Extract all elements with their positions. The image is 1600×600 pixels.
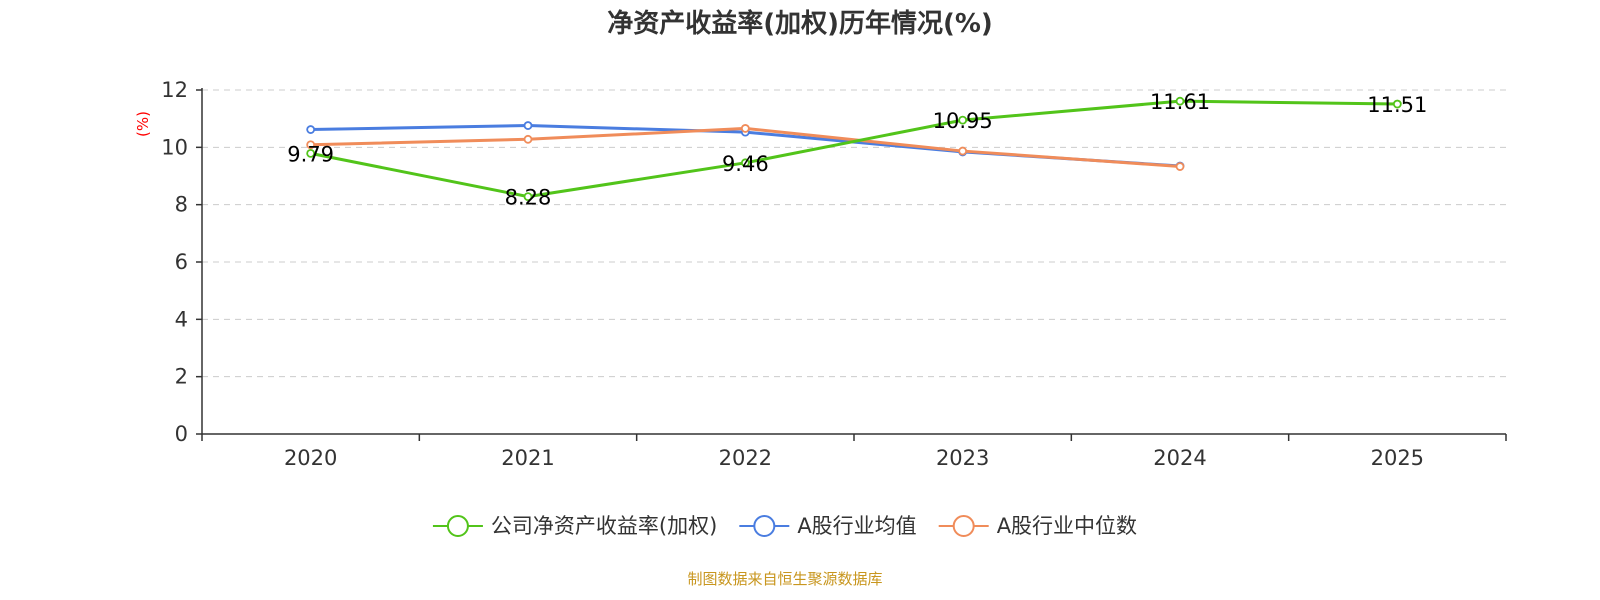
data-point[interactable]	[523, 192, 533, 202]
data-label: 8.28	[505, 186, 552, 210]
data-point[interactable]	[1175, 162, 1185, 171]
data-point[interactable]	[306, 125, 316, 134]
data-point[interactable]	[306, 148, 316, 158]
legend[interactable]: 公司净资产收益率(加权) A股行业均值 A股行业中位数	[432, 514, 1137, 538]
data-point[interactable]	[740, 124, 750, 133]
series-lines	[306, 96, 1402, 202]
series-0	[306, 96, 1402, 202]
chart-title: 净资产收益率(加权)历年情况(%)	[607, 8, 993, 39]
y-tick-label: 0	[175, 422, 188, 446]
legend-item-0[interactable]: 公司净资产收益率(加权)	[432, 514, 717, 538]
data-point[interactable]	[958, 146, 968, 156]
data-point[interactable]	[1392, 99, 1402, 109]
data-point[interactable]	[740, 158, 750, 168]
series-2	[306, 124, 1185, 171]
y-tick-label: 12	[161, 78, 188, 102]
y-tick-label: 8	[175, 193, 188, 217]
legend-item-1[interactable]: A股行业均值	[739, 514, 917, 538]
data-label: 10.95	[933, 109, 993, 133]
source-note: 制图数据来自恒生聚源数据库	[687, 570, 882, 588]
legend-circle-icon	[446, 515, 469, 537]
legend-label: A股行业均值	[797, 514, 916, 538]
x-tick-label: 2020	[284, 446, 337, 470]
data-label: 11.61	[1150, 90, 1210, 114]
legend-label: 公司净资产收益率(加权)	[491, 514, 717, 538]
data-point[interactable]	[523, 134, 533, 144]
data-point[interactable]	[523, 121, 533, 130]
x-tick-label: 2025	[1371, 446, 1424, 470]
x-tick-label: 2022	[719, 446, 772, 470]
x-tick-label: 2024	[1153, 446, 1206, 470]
data-labels: 9.79 8.28 9.46 10.95 11.61 11.51	[287, 90, 1427, 209]
data-point[interactable]	[958, 115, 968, 125]
y-tick-label: 2	[175, 365, 188, 389]
y-tick-label: 6	[175, 250, 188, 274]
data-label: 11.51	[1367, 93, 1427, 117]
data-point[interactable]	[1175, 96, 1185, 106]
legend-item-2[interactable]: A股行业中位数	[938, 514, 1137, 538]
legend-circle-icon	[753, 515, 776, 537]
x-tick-label: 2023	[936, 446, 989, 470]
gridlines	[202, 89, 1506, 378]
data-point[interactable]	[306, 140, 316, 150]
data-label: 9.79	[287, 142, 334, 166]
axes: 0 2 4 6 8 10 12 2020 2021 2022 2023 2024 2025	[161, 78, 1507, 470]
legend-label: A股行业中位数	[997, 514, 1137, 538]
legend-circle-icon	[952, 515, 975, 537]
y-tick-label: 4	[175, 307, 188, 331]
x-tick-label: 2021	[501, 446, 554, 470]
series-line	[310, 99, 1398, 199]
y-axis-unit-label: (%)	[134, 111, 152, 137]
y-tick-label: 10	[161, 135, 188, 159]
data-label: 9.46	[722, 152, 769, 176]
